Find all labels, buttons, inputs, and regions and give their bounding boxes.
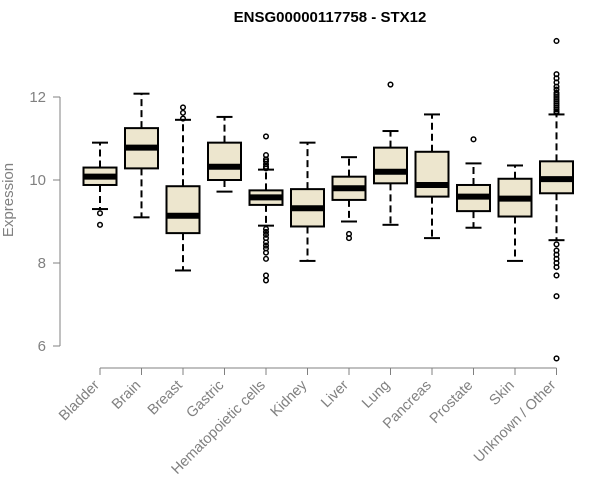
box-lung — [373, 81, 408, 226]
outlier-point — [553, 109, 560, 116]
y-axis: 6 8 10 12 — [29, 89, 61, 355]
chart-title: ENSG00000117758 - STX12 — [234, 9, 427, 26]
outlier-point — [262, 165, 270, 172]
outlier-point — [262, 255, 270, 262]
outlier-point — [553, 241, 560, 248]
box-liver — [331, 156, 367, 242]
outlier-point — [262, 231, 270, 238]
y-axis-label: Expression — [0, 163, 17, 237]
outlier-point — [262, 242, 270, 249]
x-tick-label: Lung — [359, 378, 393, 412]
box-bladder — [82, 141, 118, 228]
x-tick-label: Prostate — [427, 378, 476, 427]
outlier-point — [179, 109, 187, 116]
box-prostate — [456, 136, 491, 229]
x-tick-label: Liver — [318, 377, 352, 411]
box-iqr — [414, 150, 450, 198]
x-tick-label: Skin — [487, 378, 518, 409]
x-tick-label: Breast — [145, 378, 186, 419]
outlier-point — [262, 272, 270, 279]
y-tick-label: 6 — [38, 338, 46, 355]
outlier-point — [96, 221, 104, 228]
plot-area — [82, 37, 574, 362]
outlier-point — [387, 81, 394, 88]
outlier-point — [262, 277, 270, 284]
outlier-point — [179, 115, 187, 122]
x-tick-label: Bladder — [56, 377, 103, 424]
outlier-point — [553, 37, 560, 45]
x-tick-label: Brain — [109, 378, 144, 413]
outlier-point — [96, 210, 104, 217]
outlier-point — [470, 136, 477, 143]
outlier-point — [553, 83, 560, 90]
box-kidney — [290, 141, 325, 262]
y-tick-label: 10 — [29, 172, 46, 189]
box-iqr — [207, 141, 242, 181]
y-tick-label: 12 — [29, 89, 46, 106]
box-gastric — [207, 115, 242, 193]
box-iqr — [165, 185, 201, 235]
outlier-point — [262, 239, 270, 246]
box-breast — [165, 104, 201, 272]
outlier-point — [262, 158, 270, 165]
outlier-point — [262, 225, 270, 233]
box-hematopoietic-cells — [248, 133, 284, 284]
outlier-point — [179, 104, 187, 111]
box-iqr — [373, 146, 408, 185]
outlier-point — [262, 133, 270, 140]
outlier-point — [262, 249, 270, 256]
outlier-point — [553, 272, 560, 279]
y-tick-label: 8 — [38, 255, 46, 272]
box-brain — [124, 92, 159, 219]
box-unknown-other — [539, 37, 574, 362]
outlier-point — [345, 235, 353, 242]
outlier-point — [262, 228, 270, 235]
outlier-point — [553, 293, 560, 300]
outlier-point — [553, 355, 560, 362]
x-tick-label: Kidney — [268, 377, 311, 420]
box-skin — [497, 164, 533, 262]
outlier-point — [553, 106, 560, 113]
box-pancreas — [414, 113, 450, 240]
outlier-point — [553, 264, 560, 271]
outlier-point — [553, 86, 560, 93]
